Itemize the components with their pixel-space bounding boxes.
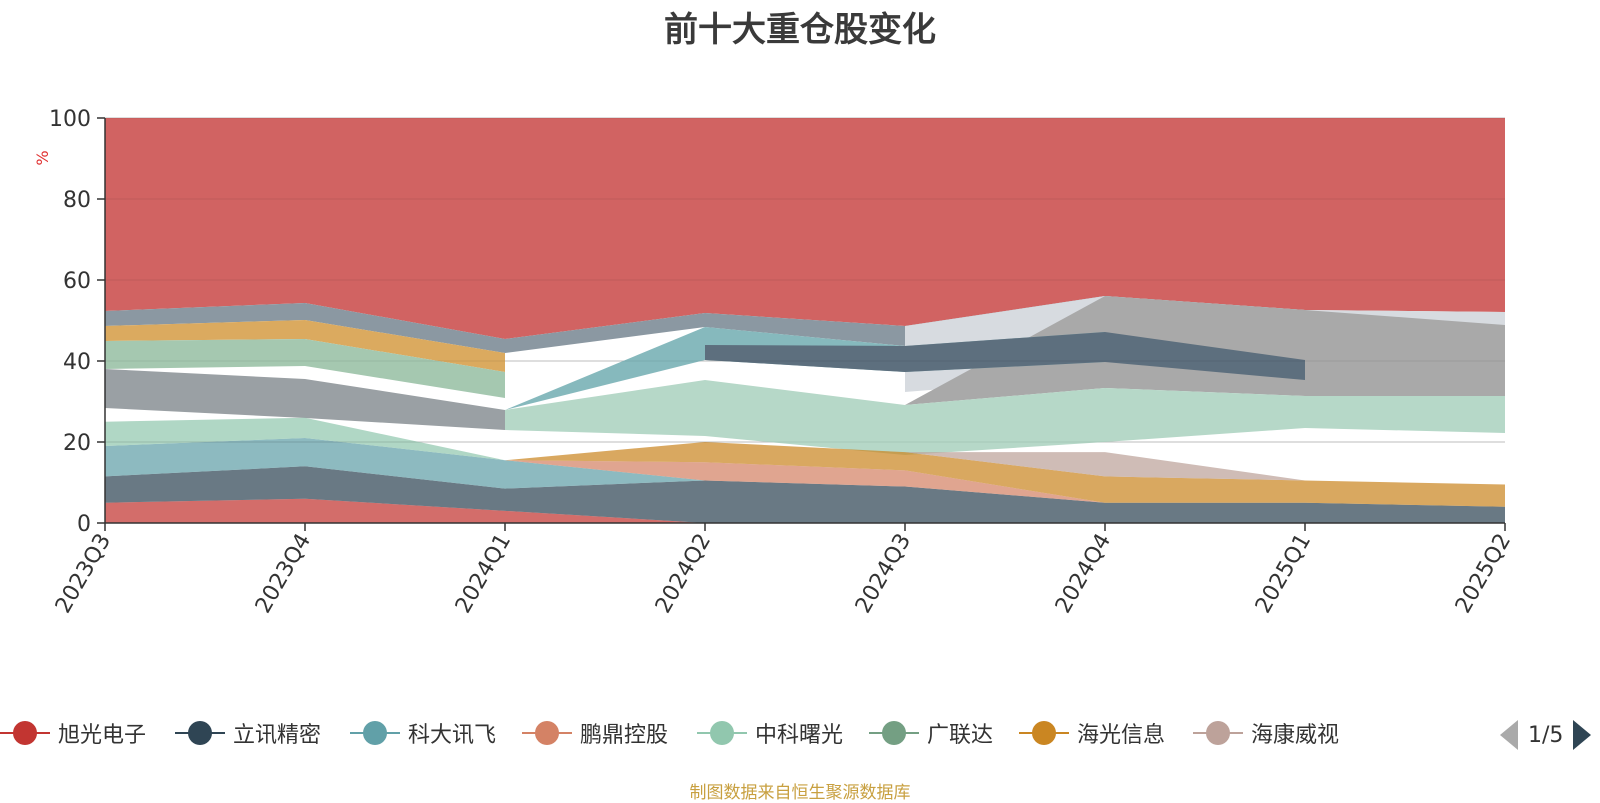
background-band-mid-gray bbox=[105, 369, 505, 430]
legend-label: 旭光电子 bbox=[58, 723, 147, 748]
legend-dot-icon bbox=[363, 721, 387, 745]
legend-marker-icon bbox=[522, 715, 572, 751]
series-area bbox=[105, 417, 1505, 485]
legend-marker-icon bbox=[350, 715, 400, 751]
y-axis-label: % bbox=[33, 150, 52, 165]
legend-marker-icon bbox=[1193, 715, 1243, 751]
legend-item[interactable]: 海光信息 bbox=[1019, 715, 1165, 751]
y-tick-label: 80 bbox=[63, 188, 91, 213]
y-tick-label: 0 bbox=[77, 512, 91, 537]
legend-pager: 1/5 bbox=[1500, 720, 1592, 750]
legend-item[interactable]: 海康威视 bbox=[1193, 715, 1339, 751]
legend-items: 旭光电子 立讯精密 科大讯飞 鹏鼎控股 中科曙光 广联达 海光信息 海康威视 bbox=[0, 715, 1482, 755]
y-tick-label: 100 bbox=[49, 107, 91, 132]
legend-dot-icon bbox=[13, 721, 37, 745]
legend-label: 中科曙光 bbox=[755, 723, 844, 748]
chart-title: 前十大重仓股变化 bbox=[664, 10, 936, 50]
background-band-red bbox=[105, 118, 1505, 339]
legend-label: 广联达 bbox=[927, 723, 994, 748]
x-tick-label: 2025Q2 bbox=[1451, 530, 1516, 618]
series-area bbox=[105, 417, 1505, 507]
source-note: 制图数据来自恒生聚源数据库 bbox=[689, 783, 911, 803]
legend-dot-icon bbox=[535, 721, 559, 745]
legend: 旭光电子 立讯精密 科大讯飞 鹏鼎控股 中科曙光 广联达 海光信息 海康威视 bbox=[0, 715, 1600, 755]
x-tick-label: 2023Q4 bbox=[251, 530, 316, 618]
legend-item[interactable]: 科大讯飞 bbox=[350, 715, 496, 751]
legend-marker-icon bbox=[0, 715, 50, 751]
series-area bbox=[105, 498, 1505, 523]
series-area bbox=[105, 417, 1505, 507]
background-band-green bbox=[505, 380, 1505, 455]
x-tick-label: 2024Q1 bbox=[451, 530, 516, 618]
legend-marker-icon bbox=[697, 715, 747, 751]
x-tick-label: 2025Q1 bbox=[1251, 530, 1316, 618]
series-areas bbox=[105, 117, 1505, 523]
legend-dot-icon bbox=[188, 721, 212, 745]
legend-label: 海康威视 bbox=[1251, 723, 1340, 748]
x-tick-label: 2024Q4 bbox=[1051, 530, 1116, 618]
legend-dot-icon bbox=[1032, 721, 1056, 745]
legend-marker-icon bbox=[1019, 715, 1069, 751]
x-tick-label: 2024Q3 bbox=[851, 530, 916, 618]
legend-item[interactable]: 中科曙光 bbox=[697, 715, 843, 751]
legend-label: 鹏鼎控股 bbox=[580, 723, 669, 748]
series-area bbox=[105, 466, 1505, 523]
y-tick-label: 20 bbox=[63, 431, 91, 456]
legend-label: 海光信息 bbox=[1077, 723, 1166, 748]
y-tick-label: 60 bbox=[63, 269, 91, 294]
y-tick-label: 40 bbox=[63, 350, 91, 375]
legend-dot-icon bbox=[882, 721, 906, 745]
legend-dot-icon bbox=[1206, 721, 1230, 745]
legend-item[interactable]: 立讯精密 bbox=[175, 715, 321, 751]
background-band-orange bbox=[105, 320, 505, 372]
legend-label: 科大讯飞 bbox=[408, 723, 497, 748]
legend-marker-icon bbox=[175, 715, 225, 751]
legend-item[interactable]: 旭光电子 bbox=[0, 715, 146, 751]
legend-dot-icon bbox=[710, 721, 734, 745]
series-area bbox=[105, 437, 1505, 507]
x-tick-label: 2024Q2 bbox=[651, 530, 716, 618]
background-band-navy bbox=[705, 332, 1305, 380]
legend-item[interactable]: 广联达 bbox=[869, 715, 993, 751]
legend-label: 立讯精密 bbox=[233, 723, 322, 748]
series-area bbox=[105, 437, 1505, 507]
legend-next-arrow-icon[interactable] bbox=[1573, 720, 1592, 750]
x-tick-label: 2023Q3 bbox=[51, 530, 116, 618]
legend-page-indicator: 1/5 bbox=[1528, 722, 1564, 748]
legend-marker-icon bbox=[869, 715, 919, 751]
background-band-mint bbox=[105, 339, 505, 398]
legend-prev-arrow-icon[interactable] bbox=[1500, 720, 1518, 750]
legend-item[interactable]: 鹏鼎控股 bbox=[522, 715, 668, 751]
